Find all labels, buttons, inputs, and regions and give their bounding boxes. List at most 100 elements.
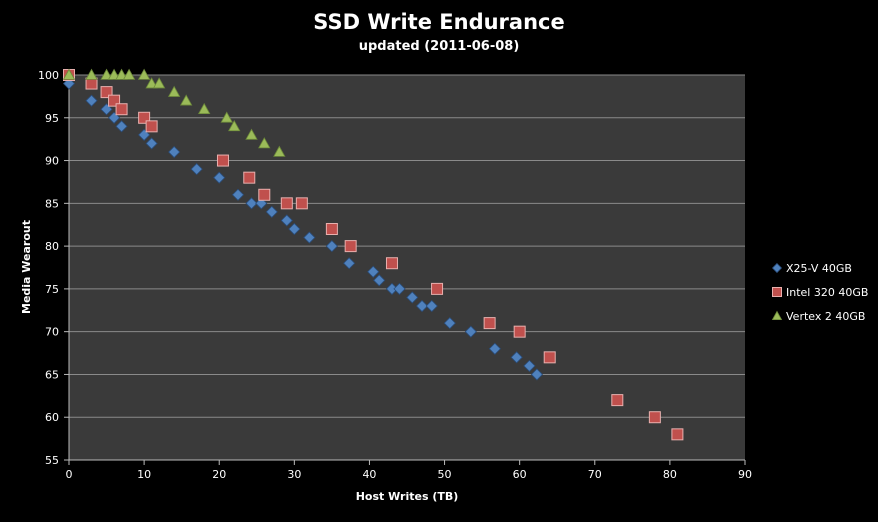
y-tick-label: 70	[45, 326, 59, 339]
point-vertex-2-40gb	[198, 102, 211, 115]
point-x25-v-40gb	[464, 325, 477, 338]
x-axis-label: Host Writes (TB)	[356, 490, 459, 503]
point-intel-320-40gb	[325, 223, 338, 235]
legend-marker-intel-320-40gb	[772, 287, 782, 297]
point-intel-320-40gb	[431, 282, 444, 295]
y-tick-label: 95	[45, 112, 59, 125]
point-x25-v-40gb	[415, 299, 429, 313]
legend-label-intel-320-40gb: Intel 320 40GB	[786, 286, 868, 299]
point-x25-v-40gb	[343, 257, 356, 270]
data-points	[62, 68, 684, 441]
point-x25-v-40gb	[510, 351, 523, 364]
point-intel-320-40gb	[543, 351, 556, 364]
series-intel-320-40gb	[63, 69, 684, 441]
y-axis-label: Media Wearout	[20, 220, 33, 314]
point-x25-v-40gb	[443, 317, 456, 330]
point-intel-320-40gb	[344, 240, 357, 253]
chart-title: SSD Write Endurance	[313, 10, 565, 34]
x-tick-label: 50	[438, 468, 452, 481]
point-x25-v-40gb	[425, 299, 438, 313]
point-x25-v-40gb	[115, 120, 128, 133]
x-tick-label: 40	[362, 468, 376, 481]
point-vertex-2-40gb	[167, 85, 181, 97]
y-tick-label: 65	[45, 368, 59, 381]
point-vertex-2-40gb	[62, 68, 76, 80]
point-intel-320-40gb	[145, 120, 158, 133]
point-vertex-2-40gb	[245, 128, 258, 140]
x-tick-label: 0	[66, 468, 73, 481]
x-tick-label: 60	[513, 468, 527, 481]
point-x25-v-40gb	[303, 231, 316, 244]
point-vertex-2-40gb	[179, 94, 193, 106]
point-intel-320-40gb	[243, 171, 256, 184]
point-x25-v-40gb	[280, 214, 293, 227]
point-x25-v-40gb	[530, 368, 544, 381]
x-tick-label: 80	[663, 468, 677, 481]
point-vertex-2-40gb	[137, 68, 151, 80]
point-x25-v-40gb	[393, 282, 406, 295]
series-vertex-2-40gb	[62, 68, 286, 157]
point-x25-v-40gb	[325, 240, 338, 253]
point-x25-v-40gb	[245, 197, 258, 210]
x-tick-label: 30	[287, 468, 301, 481]
point-x25-v-40gb	[168, 145, 181, 159]
point-vertex-2-40gb	[152, 77, 166, 89]
tick-labels: 55 60 65 70 75 80 85 90 95 100 0 10 20 30 40 50 60 70 80 90	[38, 69, 752, 481]
y-tick-label: 85	[45, 197, 59, 210]
y-tick-label: 100	[38, 69, 59, 82]
legend-marker-x25-v-40gb	[771, 262, 783, 274]
point-x25-v-40gb	[288, 222, 301, 236]
point-vertex-2-40gb	[220, 111, 233, 123]
legend-label-vertex-2-40gb: Vertex 2 40GB	[786, 310, 865, 323]
point-x25-v-40gb	[85, 94, 98, 107]
point-intel-320-40gb	[280, 197, 293, 210]
point-x25-v-40gb	[373, 274, 386, 287]
y-tick-label: 55	[45, 454, 59, 467]
x-tick-label: 90	[738, 468, 752, 481]
point-intel-320-40gb	[115, 103, 128, 116]
point-x25-v-40gb	[265, 205, 278, 218]
point-intel-320-40gb	[671, 428, 684, 441]
y-tick-label: 75	[45, 283, 59, 296]
point-intel-320-40gb	[611, 394, 624, 407]
point-vertex-2-40gb	[115, 68, 128, 80]
point-x25-v-40gb	[213, 171, 226, 184]
point-intel-320-40gb	[295, 197, 308, 210]
point-vertex-2-40gb	[258, 137, 271, 149]
point-intel-320-40gb	[216, 154, 229, 167]
point-vertex-2-40gb	[273, 145, 286, 157]
x-tick-label: 20	[212, 468, 226, 481]
point-intel-320-40gb	[258, 188, 271, 201]
point-intel-320-40gb	[483, 317, 496, 330]
point-intel-320-40gb	[513, 325, 526, 338]
point-intel-320-40gb	[108, 94, 121, 107]
point-vertex-2-40gb	[228, 120, 241, 132]
point-vertex-2-40gb	[122, 68, 136, 80]
x-tick-label: 70	[588, 468, 602, 481]
y-tick-label: 80	[45, 240, 59, 253]
point-intel-320-40gb	[100, 86, 113, 99]
y-tick-label: 90	[45, 155, 59, 168]
point-x25-v-40gb	[488, 342, 501, 355]
point-vertex-2-40gb	[107, 68, 121, 80]
legend-marker-vertex-2-40gb	[771, 310, 783, 321]
point-x25-v-40gb	[190, 163, 203, 176]
point-x25-v-40gb	[367, 265, 380, 278]
x-tick-label: 10	[137, 468, 151, 481]
legend-label-x25-v-40gb: X25-V 40GB	[786, 262, 852, 275]
point-intel-320-40gb	[385, 257, 398, 270]
y-tick-label: 60	[45, 411, 59, 424]
point-x25-v-40gb	[145, 137, 158, 150]
chart-subtitle: updated (2011-06-08)	[358, 39, 520, 54]
point-vertex-2-40gb	[85, 68, 98, 80]
point-x25-v-40gb	[523, 359, 536, 372]
point-intel-320-40gb	[648, 411, 661, 424]
plot-area	[69, 75, 745, 460]
series-x25-v-40gb	[62, 77, 544, 381]
point-x25-v-40gb	[231, 188, 245, 201]
point-vertex-2-40gb	[100, 68, 113, 80]
point-x25-v-40gb	[406, 291, 419, 304]
legend: X25-V 40GB Intel 320 40GB Vertex 2 40GB	[771, 262, 868, 323]
point-intel-320-40gb	[138, 111, 151, 124]
